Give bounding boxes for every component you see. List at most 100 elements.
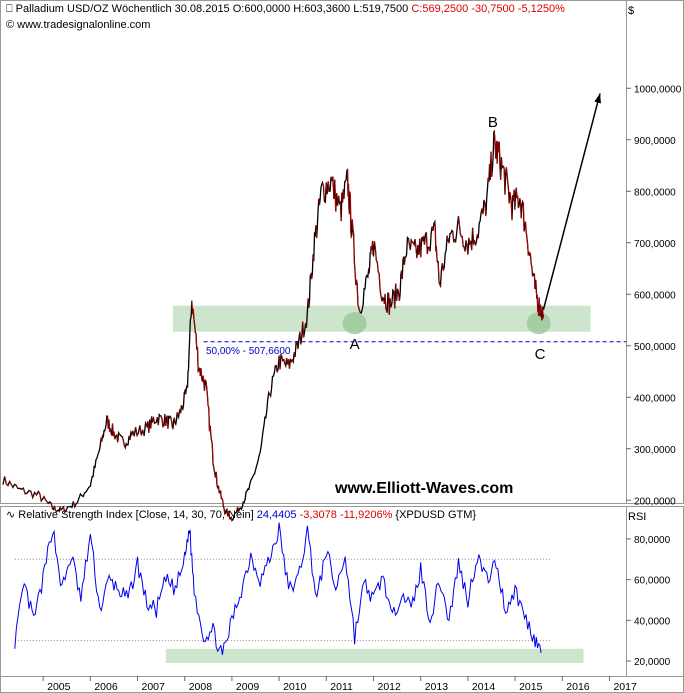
price-down-segment <box>196 346 199 372</box>
price-down-segment <box>202 375 205 383</box>
price-down-segment <box>193 318 196 325</box>
wave-circle <box>526 312 551 335</box>
price-down-segment <box>358 307 360 311</box>
price-down-segment <box>389 298 392 308</box>
price-down-segment <box>222 500 224 507</box>
price-down-segment <box>108 419 111 432</box>
price-down-segment <box>334 179 337 212</box>
price-down-segment <box>179 409 182 414</box>
rsi-series-line <box>14 522 542 655</box>
price-down-segment <box>293 352 296 358</box>
rsi-wave-icon: ∿ <box>6 509 16 521</box>
price-down-segment <box>166 415 169 429</box>
price-down-segment <box>116 435 119 443</box>
price-tick-label: 500,0000 <box>634 342 676 353</box>
price-down-segment <box>39 493 42 502</box>
wave-label-a: A <box>350 336 360 353</box>
price-down-segment <box>132 430 135 437</box>
price-down-segment <box>203 382 206 391</box>
price-down-segment <box>373 241 376 249</box>
price-down-segment <box>46 501 49 504</box>
price-down-segment <box>384 293 387 308</box>
price-down-segment <box>102 434 104 438</box>
price-down-segment <box>153 418 155 424</box>
price-down-segment <box>206 394 209 406</box>
price-down-segment <box>385 310 388 313</box>
rsi-tick-label: 40,0000 <box>634 616 671 627</box>
price-tick-label: 200,0000 <box>634 496 676 507</box>
rsi-axis-title: RSI <box>628 511 646 523</box>
price-down-segment <box>315 225 318 239</box>
price-down-segment <box>397 288 399 293</box>
price-down-segment <box>356 284 359 305</box>
price-down-segment <box>503 169 506 195</box>
price-down-segment <box>305 323 307 328</box>
price-down-segment <box>149 419 152 429</box>
price-down-segment <box>342 189 345 199</box>
price-down-segment <box>289 358 292 362</box>
price-down-segment <box>503 166 505 170</box>
price-down-segment <box>171 426 174 430</box>
price-down-segment <box>109 428 112 434</box>
rsi-label: Relative Strength Index [Close, 14, 30, … <box>18 509 254 521</box>
price-down-segment <box>221 498 224 501</box>
price-down-segment <box>441 263 444 271</box>
rsi-tick-label: 20,0000 <box>634 657 671 668</box>
price-down-segment <box>161 419 164 427</box>
price-down-segment <box>113 431 116 440</box>
price-down-segment <box>192 308 195 319</box>
price-down-segment <box>62 506 66 513</box>
price-down-segment <box>529 254 532 264</box>
price-down-segment <box>353 234 355 263</box>
price-down-segment <box>53 505 56 511</box>
price-down-segment <box>9 481 12 485</box>
rsi-header: ∿ Relative Strength Index [Close, 14, 30… <box>6 509 476 522</box>
watermark: www.Elliott-Waves.com <box>334 480 513 497</box>
price-down-segment <box>506 174 509 183</box>
currency-label: $ <box>628 5 634 17</box>
price-down-segment <box>439 283 441 287</box>
price-down-segment <box>230 516 233 521</box>
price-down-segment <box>498 141 501 168</box>
price-down-segment <box>446 235 449 241</box>
price-down-segment <box>474 241 476 246</box>
price-down-segment <box>59 506 62 510</box>
x-tick-label: 2016 <box>566 681 590 693</box>
price-down-segment <box>184 390 187 395</box>
price-down-segment <box>209 425 212 436</box>
price-down-segment <box>286 358 289 365</box>
price-down-segment <box>177 415 180 418</box>
price-down-segment <box>519 198 522 203</box>
price-tick-label: 600,0000 <box>634 290 676 301</box>
price-down-segment <box>513 189 516 210</box>
price-down-segment <box>281 356 284 361</box>
price-tick-label: 700,0000 <box>634 239 676 250</box>
rsi-change: -3,3078 -11,9206% <box>299 509 393 521</box>
price-down-segment <box>327 181 330 192</box>
price-down-segment <box>211 444 214 465</box>
price-down-segment <box>527 243 529 256</box>
rsi-tick-label: 80,0000 <box>634 535 671 546</box>
price-down-segment <box>220 490 222 499</box>
price-tick-label: 300,0000 <box>634 445 676 456</box>
header-date: 30.08.2015 <box>174 3 230 15</box>
price-down-segment <box>156 417 159 426</box>
x-tick-label: 2010 <box>283 681 307 693</box>
price-down-segment <box>122 440 125 446</box>
price-down-segment <box>139 425 142 436</box>
instrument-title: Palladium USD/OZ Wöchentlich <box>15 3 172 15</box>
price-down-segment <box>393 291 396 309</box>
price-down-segment <box>415 247 418 259</box>
header-ohl: O:600,0000 H:603,3600 L:519,7500 <box>232 3 409 15</box>
x-tick-label: 2012 <box>377 681 401 693</box>
price-down-segment <box>100 437 103 442</box>
price-down-segment <box>164 413 167 426</box>
price-down-segment <box>407 238 410 245</box>
price-down-segment <box>378 273 381 290</box>
header-icon: ⎕ <box>6 3 13 15</box>
price-down-segment <box>376 262 379 272</box>
price-down-segment <box>489 163 491 180</box>
price-down-segment <box>275 365 278 373</box>
price-down-segment <box>353 262 356 273</box>
price-down-segment <box>296 341 299 350</box>
